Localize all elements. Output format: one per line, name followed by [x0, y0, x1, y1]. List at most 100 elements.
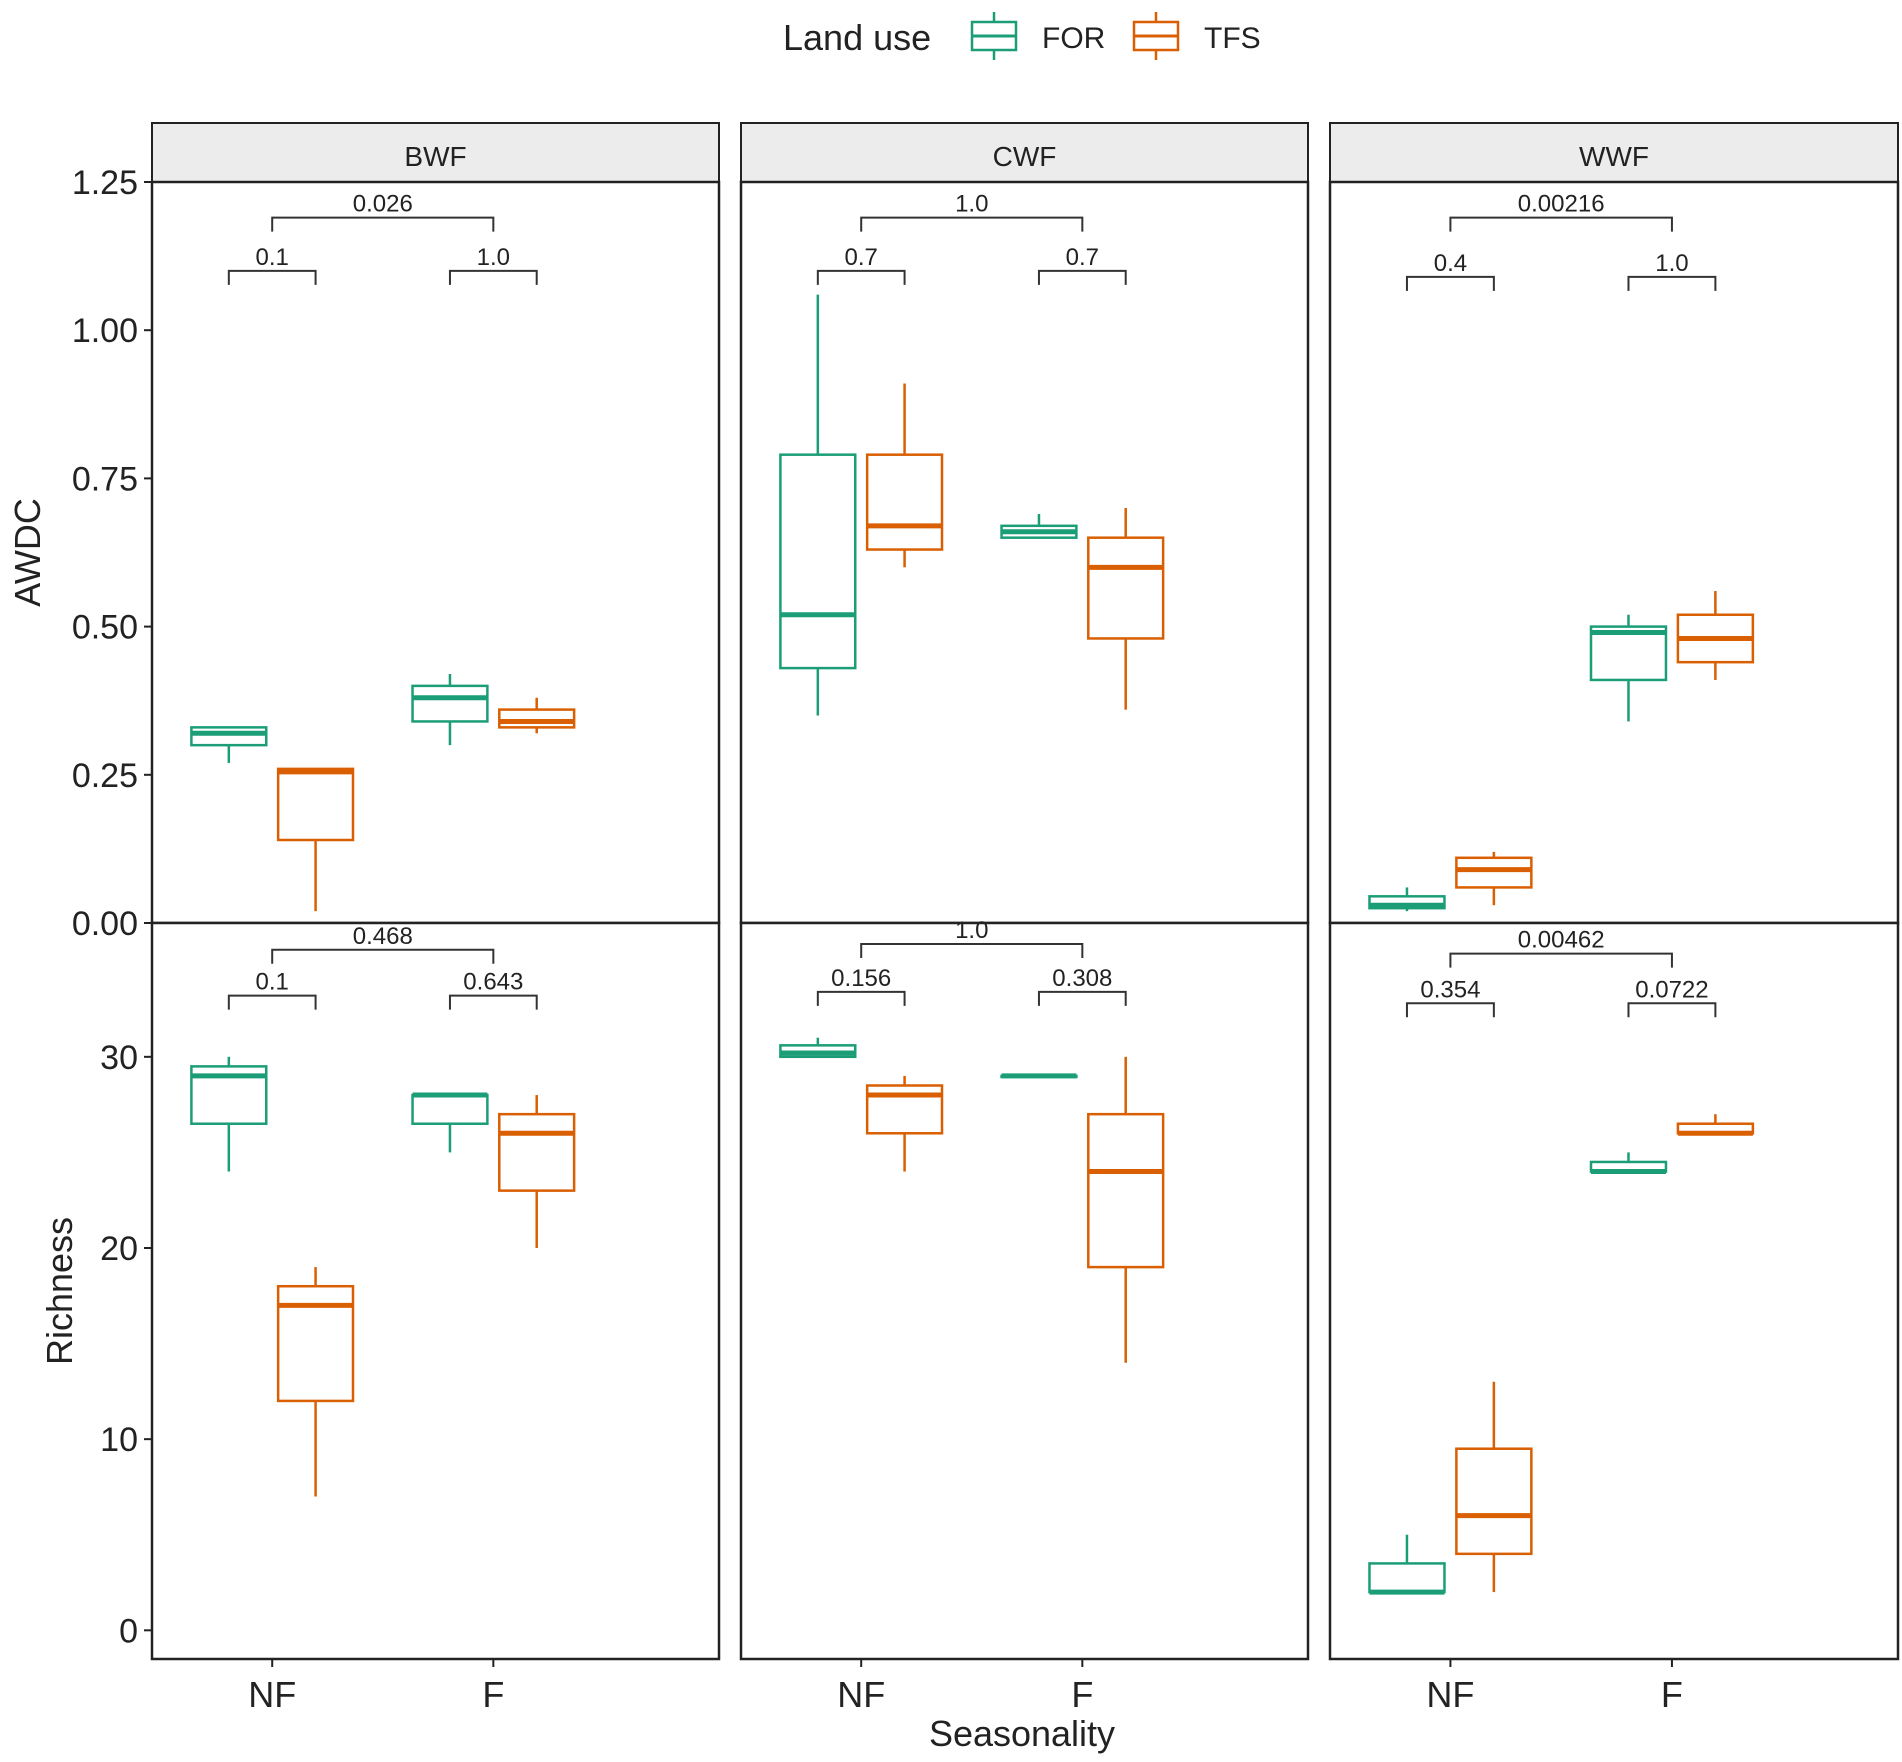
significance-bracket: 0.1: [227, 244, 317, 285]
panel-bwf-richness: 0.1 0.643 0.468: [150, 921, 721, 1661]
legend-label-tfs: TFS: [1204, 22, 1261, 55]
bracket-p-value: 0.4: [1434, 250, 1467, 277]
box-iqr: [1087, 536, 1165, 640]
box-wwf-nf-for: [1368, 1534, 1446, 1595]
bracket-p-value: 0.1: [256, 244, 289, 271]
box-bwf-nf-tfs: [276, 767, 355, 912]
facet-label-cwf: CWF: [993, 141, 1057, 172]
box-cwf-f-tfs: [1087, 508, 1165, 710]
box-cwf-f-tfs: [1087, 1056, 1165, 1363]
bracket-line: [227, 269, 317, 285]
facet-label-wwf: WWF: [1579, 141, 1649, 172]
box-wwf-f-for: [1589, 1152, 1668, 1175]
box-bwf-nf-tfs: [276, 1267, 355, 1497]
y-tick-label: 0.00: [72, 905, 138, 943]
bracket-line: [816, 990, 906, 1006]
facet-strip-cwf: [740, 122, 1309, 183]
bracket-p-value: 0.0722: [1635, 976, 1708, 1003]
box-wwf-nf-for: [1368, 887, 1446, 912]
panel-border: [1328, 921, 1900, 1661]
bracket-p-value: 1.0: [955, 191, 988, 218]
bracket-p-value: 0.7: [845, 244, 878, 271]
y-tick-label: 0: [119, 1612, 138, 1650]
bracket-p-value: 1.0: [1655, 250, 1688, 277]
box-cwf-nf-for: [779, 1037, 857, 1059]
x-tick-label: F: [1661, 1674, 1683, 1715]
box-iqr: [1368, 895, 1446, 910]
box-iqr: [1455, 1447, 1533, 1556]
panel-background: [152, 182, 719, 923]
panel-cwf-awdc: 0.7 0.7 1.0: [739, 180, 1310, 925]
bracket-line: [1405, 275, 1495, 291]
significance-bracket: 0.1: [227, 969, 317, 1010]
panel-border: [739, 921, 1310, 1661]
x-tick-label: NF: [1426, 1674, 1474, 1715]
panel-background: [152, 923, 719, 1659]
box-iqr: [498, 1112, 576, 1192]
significance-bracket: 1.0: [1627, 250, 1717, 291]
box-wwf-f-tfs: [1676, 591, 1755, 680]
significance-bracket: 0.354: [1405, 976, 1495, 1018]
significance-bracket: 0.00462: [1449, 927, 1673, 968]
y-tick-label: 1.25: [72, 164, 138, 202]
bracket-line: [860, 943, 1084, 959]
box-wwf-nf-tfs: [1455, 851, 1533, 906]
box-iqr: [276, 767, 355, 842]
bracket-p-value: 0.00462: [1518, 927, 1605, 954]
panel-bwf-awdc: 0.1 1.0 0.026: [150, 180, 721, 925]
y-tick-label: 0.50: [72, 609, 138, 647]
bracket-line: [227, 994, 317, 1010]
box-bwf-nf-for: [190, 726, 268, 763]
y-tick-label: 10: [100, 1421, 138, 1459]
box-bwf-f-for: [411, 1092, 489, 1153]
significance-bracket: 0.308: [1037, 965, 1127, 1006]
significance-bracket: 0.0722: [1627, 976, 1717, 1018]
x-tick-label: F: [482, 1674, 504, 1715]
bracket-line: [816, 269, 906, 285]
bracket-line: [860, 216, 1084, 232]
significance-bracket: 0.00216: [1449, 191, 1673, 232]
significance-bracket: 0.7: [816, 244, 906, 285]
box-bwf-f-for: [411, 674, 489, 746]
y-tick-label: 0.75: [72, 460, 138, 498]
facet-strip-bwf: [151, 122, 720, 183]
significance-bracket: 1.0: [448, 244, 538, 285]
significance-bracket: 0.643: [448, 969, 538, 1010]
significance-bracket: 1.0: [860, 917, 1084, 959]
bracket-p-value: 1.0: [477, 244, 510, 271]
bracket-line: [1037, 990, 1127, 1006]
box-iqr: [1087, 1112, 1165, 1269]
bracket-p-value: 1.0: [955, 917, 988, 944]
bracket-p-value: 0.1: [256, 969, 289, 996]
significance-bracket: 0.468: [271, 923, 495, 964]
x-tick-label: F: [1071, 1674, 1093, 1715]
facet-strip-wwf: [1329, 122, 1899, 183]
bracket-p-value: 0.7: [1066, 244, 1099, 271]
box-bwf-f-tfs: [498, 1095, 576, 1248]
box-iqr: [1368, 1562, 1446, 1594]
bracket-p-value: 0.468: [353, 923, 413, 950]
bracket-line: [448, 994, 538, 1010]
box-iqr: [865, 453, 944, 551]
box-iqr: [411, 1093, 489, 1125]
bracket-p-value: 0.00216: [1518, 191, 1605, 218]
box-cwf-nf-tfs: [865, 383, 944, 568]
significance-bracket: 0.7: [1037, 244, 1127, 285]
box-wwf-f-for: [1589, 614, 1668, 722]
x-axis-title: Seasonality: [929, 1713, 1115, 1754]
bracket-p-value: 0.156: [831, 965, 891, 992]
box-cwf-nf-tfs: [865, 1075, 944, 1172]
bracket-line: [1449, 952, 1673, 968]
box-bwf-nf-for: [190, 1056, 268, 1172]
bracket-line: [1627, 275, 1717, 291]
y-tick-label: 0.25: [72, 757, 138, 795]
bracket-line: [448, 269, 538, 285]
box-iqr: [1589, 625, 1668, 682]
panel-background: [1330, 182, 1898, 923]
box-iqr: [779, 453, 857, 670]
panel-cwf-richness: 0.156 0.308 1.0: [739, 917, 1310, 1661]
box-iqr: [411, 684, 489, 723]
y-axis-title-awdc: AWDC: [7, 498, 48, 607]
legend-item-tfs: TFS: [1132, 12, 1261, 60]
